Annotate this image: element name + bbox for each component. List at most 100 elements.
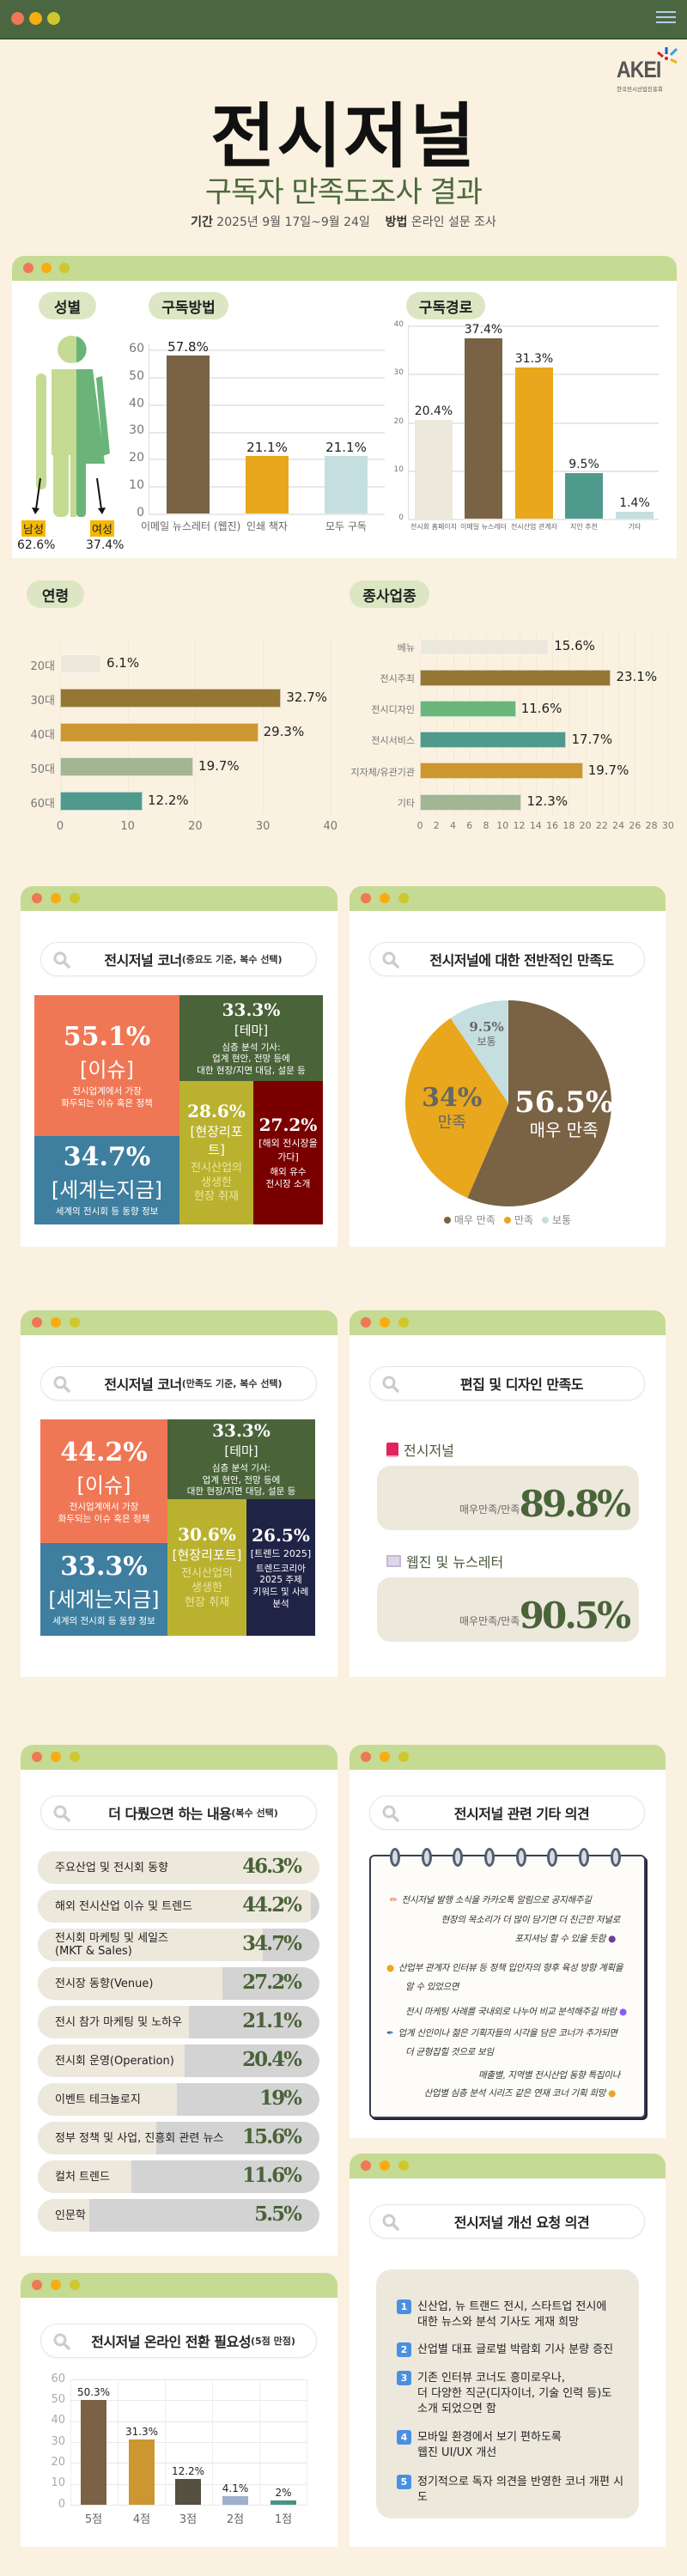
spiral-ring-icon	[422, 1848, 432, 1867]
yellow-dot	[47, 12, 60, 25]
legend-label: 만족	[514, 1214, 533, 1226]
y-tick-label: 지자체/유관기관	[350, 766, 415, 778]
female-label: 여성	[90, 520, 114, 537]
row-value: 19%	[259, 2087, 302, 2110]
card-title-note: (중요도 기준, 복수 선택)	[181, 954, 283, 965]
x-tick-label: 이메일 뉴스레터	[459, 523, 508, 531]
bar-value-label: 2%	[275, 2487, 292, 2500]
bar	[420, 669, 611, 686]
x-tick-label: 전시산업 관계자	[510, 523, 558, 531]
wishlist: 주요산업 및 전시회 동향 46.3% 해외 전시산업 이슈 및 트렌드 44.2% 전…	[21, 1851, 337, 2232]
improvement-item: 1 신산업, 뉴 트랜드 전시, 스타트업 전시에 대한 뉴스와 분석 기사도 게…	[397, 2300, 630, 2330]
page-subtitle: 구독자 만족도조사 결과	[204, 175, 483, 210]
x-tick-label: 모두 구독	[325, 520, 367, 532]
y-axis-line	[408, 325, 409, 519]
cell-name: [이슈]	[80, 1057, 134, 1082]
card-header	[12, 256, 677, 281]
row-fill	[38, 2160, 131, 2193]
bar	[60, 723, 258, 742]
score-value: 89.8%	[519, 1483, 631, 1525]
cell-description: 심층 분석 기사: 업계 현안, 전망 등에 대한 현장/지면 대담, 설문 등	[197, 1042, 306, 1076]
card-title: 전시저널 개선 요청 의견	[453, 2215, 590, 2231]
x-tick-label: 5점	[84, 2513, 103, 2526]
search-bar[interactable]: 전시저널 개선 요청 의견	[369, 2204, 645, 2239]
row-label: 정부 정책 및 사업, 진흥회 관련 뉴스	[55, 2131, 224, 2145]
x-tick-label: 24	[612, 820, 625, 831]
grid-line	[263, 640, 264, 816]
improvement-text: 산업별 대표 글로벌 박람회 기사 분량 증진	[417, 2343, 614, 2356]
row-value: 20.4%	[242, 2048, 302, 2071]
card-title: 전시저널 코너	[104, 1376, 182, 1393]
row-fill	[38, 2199, 89, 2232]
row-label: 전시장 동향(Venue)	[55, 1977, 154, 1990]
grid-line	[502, 631, 504, 816]
bar-value-label: 23.1%	[616, 669, 658, 685]
row-fill	[38, 1890, 311, 1923]
speaking-head-icon: ●	[608, 1934, 616, 1944]
treemap: 55.1% [이슈] 전시업계에서 가장 화두되는 이슈 혹은 정책 34.7% [세계…	[34, 995, 323, 1224]
cell-description: 세계의 전시회 등 동향 정보	[52, 1615, 155, 1626]
cell-percent: 33.3%	[222, 999, 281, 1020]
opinion-line: 매출별, 지역별 전시산업 동향 특집이나	[478, 2070, 620, 2081]
wishlist-row: 전시 참가 마케팅 및 노하우 21.1%	[38, 2006, 319, 2038]
grid-line	[70, 2442, 307, 2443]
search-bar[interactable]: 전시저널 관련 기타 의견	[369, 1795, 645, 1830]
x-tick-label: 6	[466, 820, 473, 831]
grid-line	[149, 376, 385, 379]
hamburger-icon[interactable]	[656, 11, 676, 24]
y-tick-label: 10	[129, 478, 144, 493]
x-tick-label: 30	[255, 820, 271, 833]
cell-name: [해외 전시장을 가다]	[258, 1138, 318, 1163]
bar	[515, 367, 553, 519]
bar	[565, 472, 603, 519]
x-tick-label: 12	[513, 820, 526, 831]
cell-percent: 55.1%	[63, 1021, 151, 1052]
search-bar[interactable]: 편집 및 디자인 만족도	[369, 1366, 645, 1400]
card-header	[21, 1310, 337, 1335]
row-value: 15.6%	[242, 2125, 302, 2148]
grid-line	[70, 2421, 307, 2422]
book-icon	[386, 1442, 398, 1457]
cell-percent: 30.6%	[178, 1524, 236, 1546]
design-satisfaction-card: 편집 및 디자인 만족도 전시저널 매우만족/만족 89.8% 웹진 및 뉴스레…	[350, 1310, 666, 1677]
y-tick-label: 50	[129, 368, 144, 383]
bar	[81, 2399, 106, 2505]
opinion-line: ✏ 전시저널 발행 소식을 카카오톡 알림으로 공지해주길	[390, 1895, 592, 1905]
bar-value-label: 20.4%	[414, 404, 453, 419]
spiral-ring-icon	[611, 1848, 621, 1867]
grid-line	[585, 631, 587, 816]
y-tick-label: 기타	[397, 797, 415, 809]
x-tick-label: 전시회 홈페이지	[410, 523, 458, 531]
search-bar[interactable]: 전시저널 코너 (중요도 기준, 복수 선택)	[40, 942, 317, 976]
row-fill	[38, 2083, 177, 2116]
search-bar[interactable]: 전시저널 온라인 전환 필요성 (5점 만점)	[40, 2324, 317, 2358]
grid-line	[535, 631, 537, 816]
pie-legend: 매우 만족 만족 보통	[350, 1212, 666, 1227]
improvement-item: 5 정기적으로 독자 의견을 반영한 코너 개편 시도	[397, 2475, 630, 2506]
card-header	[350, 886, 666, 911]
person-raising-hand-icon: ●	[386, 1963, 394, 1973]
search-icon	[53, 1805, 70, 1822]
bar-value-label: 6.1%	[106, 655, 140, 671]
bar-value-label: 31.3%	[125, 2425, 159, 2438]
search-bar[interactable]: 전시저널 코너 (만족도 기준, 복수 선택)	[40, 1366, 317, 1400]
treemap-cell: 28.6% [현장리포트] 전시산업의 생생한 현장 취재	[179, 1081, 253, 1224]
row-value: 44.2%	[242, 1893, 302, 1917]
search-bar[interactable]: 더 다뤘으면 하는 내용 (복수 선택)	[40, 1795, 317, 1830]
cell-name: [트렌드 2025]	[250, 1547, 312, 1559]
search-bar[interactable]: 전시저널에 대한 전반적인 만족도	[369, 942, 645, 976]
gender-arrows-icon	[32, 477, 106, 514]
y-tick-label: 전시디자인	[371, 704, 415, 716]
opinion-line: 더 균형잡힐 것으로 보임	[405, 2047, 494, 2057]
bar-value-label: 19.7%	[587, 762, 629, 779]
cell-description: 심층 분석 기사: 업계 현안, 전망 등에 대한 현장/지면 대담, 설문 등	[186, 1463, 296, 1498]
grid-line	[70, 2505, 307, 2506]
bar-value-label: 15.6%	[554, 638, 595, 654]
card-title-note: (복수 선택)	[231, 1807, 278, 1819]
corner-importance-card: 전시저널 코너 (중요도 기준, 복수 선택) 55.1% [이슈] 전시업계에서 가…	[21, 886, 337, 1247]
webzine-score-box: 매우만족/만족 90.5%	[377, 1577, 639, 1642]
bar-value-label: 17.7%	[571, 731, 613, 747]
y-tick-label: 20	[393, 416, 404, 426]
treemap-cell: 33.3% [테마] 심층 분석 기사: 업계 현안, 전망 등에 대한 현장/지면…	[179, 995, 323, 1081]
y-tick-label: 전시서비스	[371, 735, 415, 747]
